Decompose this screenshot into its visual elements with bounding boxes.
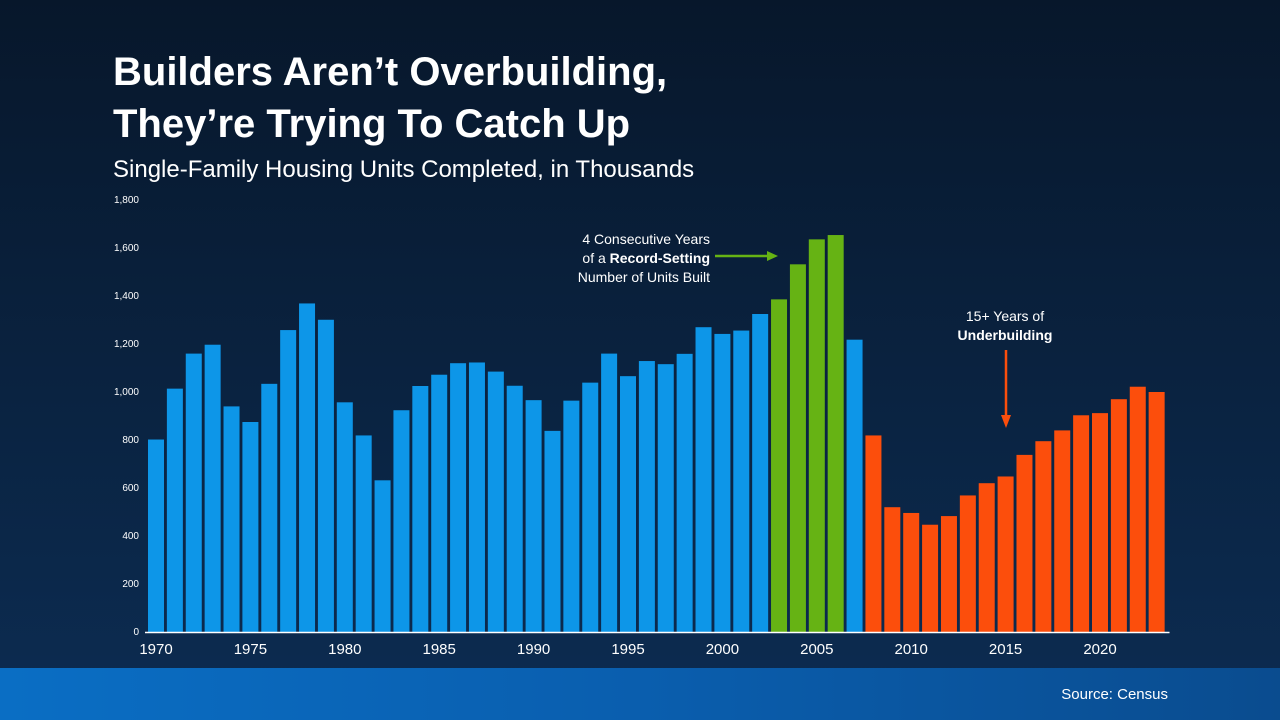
bar-2008 <box>865 435 882 632</box>
bar-1976 <box>261 383 278 632</box>
bar-1980 <box>336 402 353 632</box>
bar-1979 <box>317 319 334 632</box>
y-tick-label: 800 <box>122 435 139 446</box>
x-tick-label: 1985 <box>423 641 456 658</box>
source-label: Source: Census <box>1061 686 1168 703</box>
underbuilding-annotation-line-1: 15+ Years of <box>965 308 1045 324</box>
bar-2019 <box>1073 415 1090 632</box>
bar-2010 <box>903 512 920 632</box>
bar-2020 <box>1092 413 1108 632</box>
chart-subtitle: Single-Family Housing Units Completed, i… <box>113 156 695 183</box>
record-annotation-line-1: 4 Consecutive Years <box>582 231 710 247</box>
y-tick-label: 400 <box>122 531 139 542</box>
bar-1971 <box>166 388 183 632</box>
y-tick-label: 1,800 <box>114 195 139 206</box>
bar-1993 <box>582 382 599 632</box>
y-tick-label: 1,400 <box>114 291 139 302</box>
y-tick-label: 1,200 <box>114 339 139 350</box>
bar-1978 <box>299 303 316 632</box>
x-tick-label: 1990 <box>517 641 550 658</box>
bar-2018 <box>1054 430 1071 632</box>
x-tick-label: 1975 <box>234 641 267 658</box>
x-tick-label: 1995 <box>611 641 644 658</box>
bar-1989 <box>506 385 523 632</box>
bar-2014 <box>978 483 995 632</box>
bar-2001 <box>733 330 750 632</box>
x-tick-label: 2015 <box>989 641 1022 658</box>
y-tick-label: 600 <box>122 483 139 494</box>
bar-1988 <box>487 371 504 632</box>
bar-2004 <box>789 264 806 632</box>
bar-2022 <box>1129 386 1146 632</box>
chart-title: Builders Aren’t Overbuilding, They’re Tr… <box>113 46 667 150</box>
record-setting-annotation: 4 Consecutive Years of a Record-Setting … <box>520 230 710 287</box>
bar-1970 <box>148 439 164 632</box>
underbuilding-annotation-line-2: Underbuilding <box>957 327 1053 343</box>
bar-1998 <box>676 353 693 632</box>
bar-1985 <box>431 374 448 632</box>
footer-bar: Source: Census <box>0 668 1280 720</box>
title-line-1: Builders Aren’t Overbuilding, <box>113 50 668 94</box>
bar-2015 <box>997 476 1014 632</box>
bar-1996 <box>638 361 655 632</box>
bar-1990 <box>525 400 542 632</box>
bar-2007 <box>846 339 863 632</box>
bar-1986 <box>450 363 467 632</box>
bar-1995 <box>620 376 636 632</box>
bar-2012 <box>940 516 957 632</box>
bar-2013 <box>959 495 976 632</box>
x-tick-label: 2020 <box>1083 641 1116 658</box>
bar-2017 <box>1035 441 1052 632</box>
y-tick-label: 1,000 <box>114 387 139 398</box>
bar-2016 <box>1016 454 1033 632</box>
record-annotation-line-2: of a Record-Setting <box>582 250 710 266</box>
bar-2021 <box>1110 399 1127 632</box>
bar-1977 <box>280 330 297 632</box>
bar-1987 <box>468 362 485 632</box>
bar-1973 <box>204 344 221 632</box>
y-tick-label: 200 <box>122 579 139 590</box>
y-tick-label: 0 <box>133 627 139 638</box>
bar-1983 <box>393 410 410 632</box>
title-line-2: They’re Trying To Catch Up <box>113 102 631 146</box>
bar-2011 <box>922 524 939 632</box>
bar-2002 <box>752 314 769 632</box>
bar-2023 <box>1148 392 1165 632</box>
bar-1981 <box>355 435 372 632</box>
bar-2005 <box>808 239 825 633</box>
bar-1972 <box>185 353 202 632</box>
bar-1997 <box>657 364 674 632</box>
y-tick-label: 1,600 <box>114 243 139 254</box>
x-tick-label: 1970 <box>139 641 172 658</box>
bar-2006 <box>827 235 844 633</box>
bar-2003 <box>771 299 788 632</box>
bar-2000 <box>714 333 731 632</box>
bar-chart: 0 200 400 600 800 1,000 1,200 1,400 1,600 1,800 19… <box>114 195 1165 658</box>
bar-1975 <box>242 422 259 632</box>
underbuilding-arrow-head <box>1001 415 1011 428</box>
x-tick-label: 2005 <box>800 641 833 658</box>
record-arrow-head <box>767 251 778 261</box>
bar-1994 <box>601 353 618 632</box>
underbuilding-annotation: 15+ Years of Underbuilding <box>930 307 1080 345</box>
bar-1982 <box>374 480 391 632</box>
bar-1984 <box>412 386 429 632</box>
bar-1999 <box>695 327 712 632</box>
bar-2009 <box>884 507 901 632</box>
x-tick-label: 2000 <box>706 641 739 658</box>
bar-1992 <box>563 400 580 632</box>
record-annotation-line-3: Number of Units Built <box>577 269 710 285</box>
bar-1991 <box>544 430 561 632</box>
bar-1974 <box>223 406 240 632</box>
x-tick-label: 1980 <box>328 641 361 658</box>
x-tick-label: 2010 <box>895 641 928 658</box>
